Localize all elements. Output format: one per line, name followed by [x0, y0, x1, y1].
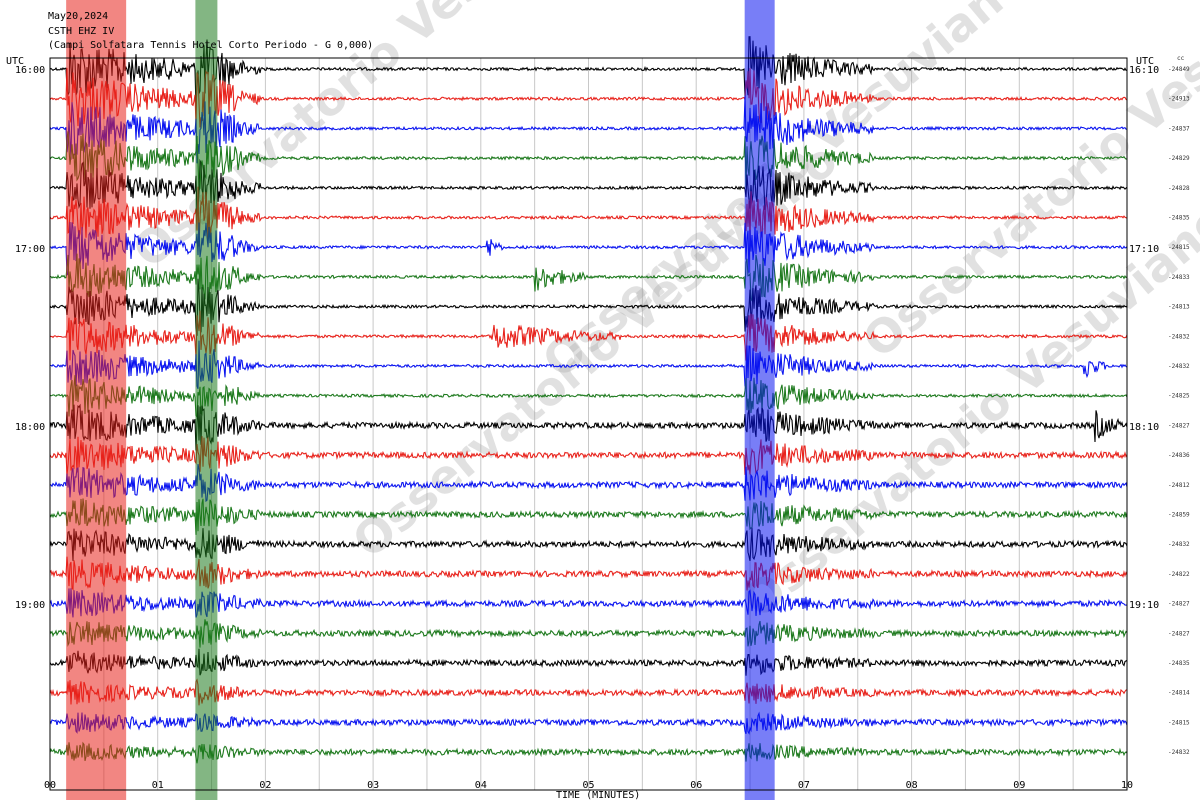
- seismic-trace-9: [49, 310, 1128, 361]
- x-tick-label: 04: [475, 780, 487, 791]
- hour-label-0: 16:00: [15, 65, 45, 76]
- header-date: May20,2024: [48, 11, 108, 22]
- x-axis-ticks: 00 01 02 03 04 05 06 07 08 09 10: [44, 780, 1133, 791]
- right-value-label: -24832: [1168, 333, 1190, 340]
- seismic-trace-16: [49, 528, 1128, 562]
- header-description: (Campi Solfatara Tennis Hotel Corto Peri…: [48, 40, 373, 51]
- saturated-band: [744, 0, 775, 800]
- x-tick-label: 09: [1013, 780, 1025, 791]
- right-value-label: -24832: [1168, 541, 1190, 548]
- right-value-label: -24815: [1168, 719, 1190, 726]
- frame-layer: [49, 57, 1128, 791]
- seismic-trace-7: [49, 253, 1128, 302]
- right-value-label: -24859: [1168, 512, 1190, 519]
- seismic-trace-5: [49, 186, 1128, 247]
- x-tick-label: 03: [367, 780, 379, 791]
- right-value-label: -24814: [1168, 690, 1190, 697]
- right-value-label: -24836: [1168, 452, 1190, 459]
- right-value-label: -24812: [1168, 482, 1190, 489]
- seismic-trace-19: [49, 619, 1128, 648]
- seismic-trace-17: [49, 556, 1128, 591]
- x-tick-label: 10: [1121, 780, 1133, 791]
- x-tick-label: 07: [798, 780, 810, 791]
- x-tick-label: 06: [690, 780, 702, 791]
- right-value-label: -24815: [1168, 244, 1190, 251]
- right-value-label: -24827: [1168, 630, 1190, 637]
- seismic-trace-23: [49, 741, 1128, 764]
- right-value-label: -24837: [1168, 125, 1190, 132]
- right-value-label: -24832: [1168, 749, 1190, 756]
- right-top-marker: cc: [1177, 55, 1185, 62]
- seismic-trace-2: [49, 95, 1128, 164]
- seismic-trace-13: [49, 436, 1128, 476]
- right-value-label: -24835: [1168, 660, 1190, 667]
- plot-frame: [49, 57, 1128, 791]
- seismic-trace-10: [49, 340, 1128, 390]
- right-value-label: -24828: [1168, 185, 1190, 192]
- right-value-label: -24825: [1168, 393, 1190, 400]
- right-value-label: -24832: [1168, 363, 1190, 370]
- x-tick-label: 08: [906, 780, 918, 791]
- right-value-label: -24835: [1168, 215, 1190, 222]
- saturated-band: [66, 0, 127, 800]
- x-axis-label: TIME (MINUTES): [556, 790, 640, 800]
- right-utc-label: UTC: [1136, 56, 1154, 67]
- left-utc-label: UTC: [6, 56, 24, 67]
- right-value-label: -24822: [1168, 571, 1190, 578]
- hour-label-3: 19:00: [15, 600, 45, 611]
- header-station: CSTH EHZ IV: [48, 26, 114, 37]
- right-value-label: -24849: [1168, 66, 1190, 73]
- seismic-trace-4: [49, 158, 1128, 214]
- right-value-label: -24913: [1168, 96, 1190, 103]
- right-value-label: -24827: [1168, 422, 1190, 429]
- seismic-trace-14: [49, 463, 1128, 503]
- hour-label-2: 18:00: [15, 422, 45, 433]
- x-tick-label: 02: [259, 780, 271, 791]
- seismic-trace-3: [49, 131, 1128, 191]
- seismic-trace-18: [49, 588, 1128, 618]
- right-hour-label-3: 19:10: [1129, 600, 1159, 611]
- seismic-trace-21: [49, 678, 1128, 706]
- traces-layer: [49, 0, 1128, 800]
- seismic-trace-0: [49, 36, 1128, 108]
- seismic-trace-1: [49, 67, 1128, 128]
- right-value-label: -24827: [1168, 601, 1190, 608]
- x-tick-label: 00: [44, 780, 56, 791]
- right-hour-label-0: 16:10: [1129, 65, 1159, 76]
- x-tick-label: 05: [583, 780, 595, 791]
- seismic-trace-8: [49, 278, 1128, 336]
- seismic-trace-22: [49, 711, 1128, 735]
- right-hour-label-1: 17:10: [1129, 244, 1159, 255]
- seismic-trace-6: [49, 221, 1128, 276]
- right-value-label: -24829: [1168, 155, 1190, 162]
- seismic-trace-11: [49, 375, 1128, 419]
- seismic-trace-20: [49, 648, 1128, 676]
- right-values-column: -24849 -24913 -24837 -24829 -24828 -24835 -248…: [1168, 66, 1190, 756]
- right-value-label: -24833: [1168, 274, 1190, 281]
- saturated-band: [195, 0, 218, 800]
- seismic-trace-12: [49, 403, 1128, 451]
- x-tick-label: 01: [152, 780, 164, 791]
- seismic-trace-15: [49, 498, 1128, 535]
- right-value-label: -24813: [1168, 304, 1190, 311]
- hour-label-1: 17:00: [15, 244, 45, 255]
- right-hour-label-2: 18:10: [1129, 422, 1159, 433]
